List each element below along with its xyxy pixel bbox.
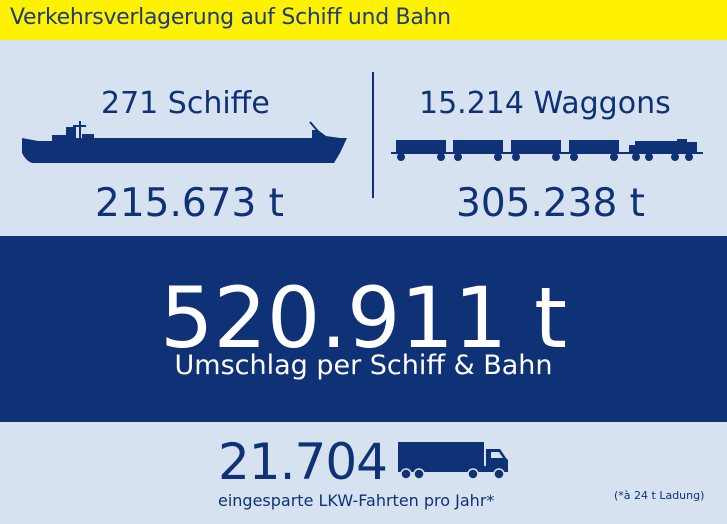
wagons-tonnage: 305.238 t [456,181,645,226]
total-panel [0,236,727,422]
ship-icon [22,121,347,163]
truck-panel [0,422,727,524]
ships-count: 271 Schiffe [101,86,270,121]
ships-tonnage: 215.673 t [95,181,284,226]
total-label: Umschlag per Schiff & Bahn [174,350,553,381]
truck-trips-value: 21.704 [218,433,388,491]
page-title: Verkehrsverlagerung auf Schiff und Bahn [10,5,451,30]
title-banner: Verkehrsverlagerung auf Schiff und Bahn [0,0,727,40]
truck-icon [398,442,508,480]
train-icon [391,139,703,161]
wagons-count: 15.214 Waggons [419,86,671,121]
truck-trips-label: eingesparte LKW-Fahrten pro Jahr* [218,491,495,510]
total-value: 520.911 t [160,269,567,367]
column-divider [372,72,374,198]
footnote: (*à 24 t Ladung) [614,489,705,502]
